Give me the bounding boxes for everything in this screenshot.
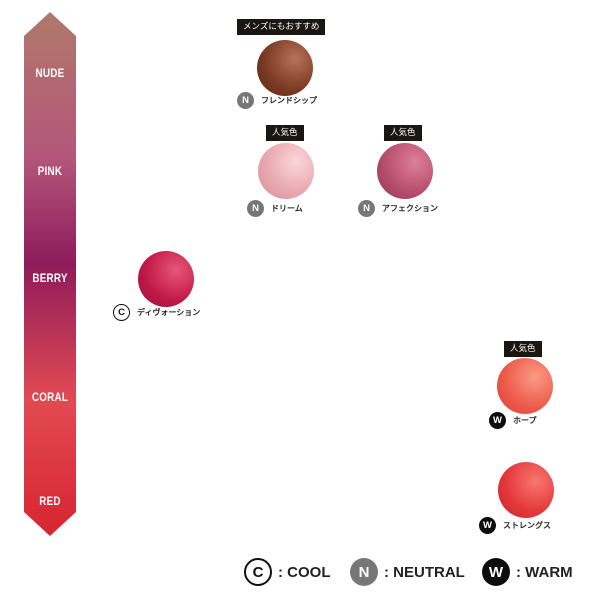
shade-name: ディヴォーション <box>137 308 201 317</box>
popular-tag: 人気色 <box>384 125 422 141</box>
shade-name: アフェクション <box>382 204 438 213</box>
warm-badge-icon: W <box>489 412 506 429</box>
popular-tag: 人気色 <box>504 341 542 357</box>
scale-label-pink: PINK <box>37 164 63 178</box>
cool-badge-icon: C <box>244 558 272 586</box>
shade-name: ストレングス <box>503 521 551 530</box>
cool-badge-icon: C <box>113 304 130 321</box>
legend-label: : WARM <box>516 563 573 581</box>
color-scale-arrow <box>24 12 76 536</box>
swatch-dream <box>258 143 314 199</box>
shade-label-strength: W ストレングス <box>479 517 551 534</box>
popular-tag: 人気色 <box>266 125 304 141</box>
warm-badge-icon: W <box>482 558 510 586</box>
swatch-affection <box>377 143 433 199</box>
shade-label-devotion: C ディヴォーション <box>113 304 200 321</box>
scale-label-coral: CORAL <box>31 390 69 404</box>
neutral-badge-icon: N <box>247 200 264 217</box>
scale-label-berry: BERRY <box>32 271 68 285</box>
shade-name: ホープ <box>513 416 537 425</box>
swatch-hope <box>497 358 553 414</box>
shade-label-friendship: N フレンドシップ <box>237 92 317 109</box>
shade-label-affection: N アフェクション <box>358 200 438 217</box>
legend-warm: W : WARM <box>482 558 573 586</box>
warm-badge-icon: W <box>479 517 496 534</box>
swatch-friendship <box>257 40 313 96</box>
shade-label-hope: W ホープ <box>489 412 537 429</box>
legend-neutral: N : NEUTRAL <box>350 558 465 586</box>
legend-label: : COOL <box>278 563 331 581</box>
swatch-devotion <box>138 251 194 307</box>
recommended-for-men-tag: メンズにもおすすめ <box>237 19 326 35</box>
swatch-strength <box>498 462 554 518</box>
neutral-badge-icon: N <box>237 92 254 109</box>
scale-label-red: RED <box>39 494 61 508</box>
shade-name: フレンドシップ <box>261 96 317 105</box>
scale-label-nude: NUDE <box>35 66 65 80</box>
neutral-badge-icon: N <box>358 200 375 217</box>
legend-cool: C : COOL <box>244 558 331 586</box>
legend-label: : NEUTRAL <box>384 563 465 581</box>
neutral-badge-icon: N <box>350 558 378 586</box>
shade-label-dream: N ドリーム <box>247 200 303 217</box>
shade-name: ドリーム <box>271 204 303 213</box>
